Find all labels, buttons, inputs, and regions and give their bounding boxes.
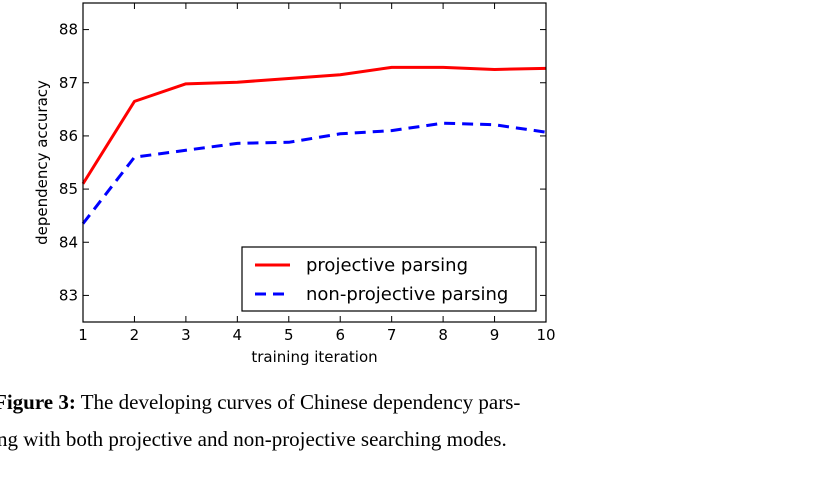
y-tick-label: 83 [59, 286, 78, 304]
x-tick-label: 3 [181, 326, 191, 344]
x-tick-label: 5 [284, 326, 294, 344]
x-tick-label: 4 [233, 326, 243, 344]
series-line-non-projective [81, 121, 547, 225]
y-tick-label: 88 [59, 21, 78, 39]
plot-lines [81, 65, 547, 225]
x-tick-label: 7 [387, 326, 397, 344]
caption-line-2: ng with both projective and non-projecti… [0, 427, 507, 451]
y-tick-label: 86 [59, 127, 78, 145]
caption-text-1: The developing curves of Chinese depende… [80, 390, 521, 414]
legend-box [241, 246, 537, 312]
x-tick-label: 6 [335, 326, 345, 344]
plot-frame [82, 2, 547, 323]
x-axis-label: training iteration [251, 348, 377, 365]
y-tick-label: 84 [59, 233, 78, 251]
legend: projective parsing non-projective parsin… [241, 246, 537, 312]
series-line-projective [81, 65, 547, 185]
x-tick-label: 8 [438, 326, 448, 344]
x-tick-label: 2 [130, 326, 140, 344]
figure-caption: Figure 3: The developing curves of Chine… [0, 384, 822, 458]
y-tick-label: 85 [59, 180, 78, 198]
legend-label-non-projective: non-projective parsing [306, 284, 508, 305]
x-tick-label: 9 [490, 326, 500, 344]
x-tick-label: 10 [536, 326, 555, 344]
axis-ticks: 1 2 3 4 5 6 7 8 9 10 83 84 85 86 87 88 [59, 3, 556, 344]
y-tick-label: 87 [59, 74, 78, 92]
caption-line-1: Figure 3: The developing curves of Chine… [0, 384, 822, 421]
legend-label-projective: projective parsing [306, 255, 468, 276]
chart: 1 2 3 4 5 6 7 8 9 10 83 84 85 86 87 88 dependency accur… [33, 2, 556, 365]
caption-figure-label: Figure 3: [0, 390, 76, 414]
y-axis-label: dependency accuracy [33, 80, 51, 245]
x-tick-label: 1 [78, 326, 88, 344]
